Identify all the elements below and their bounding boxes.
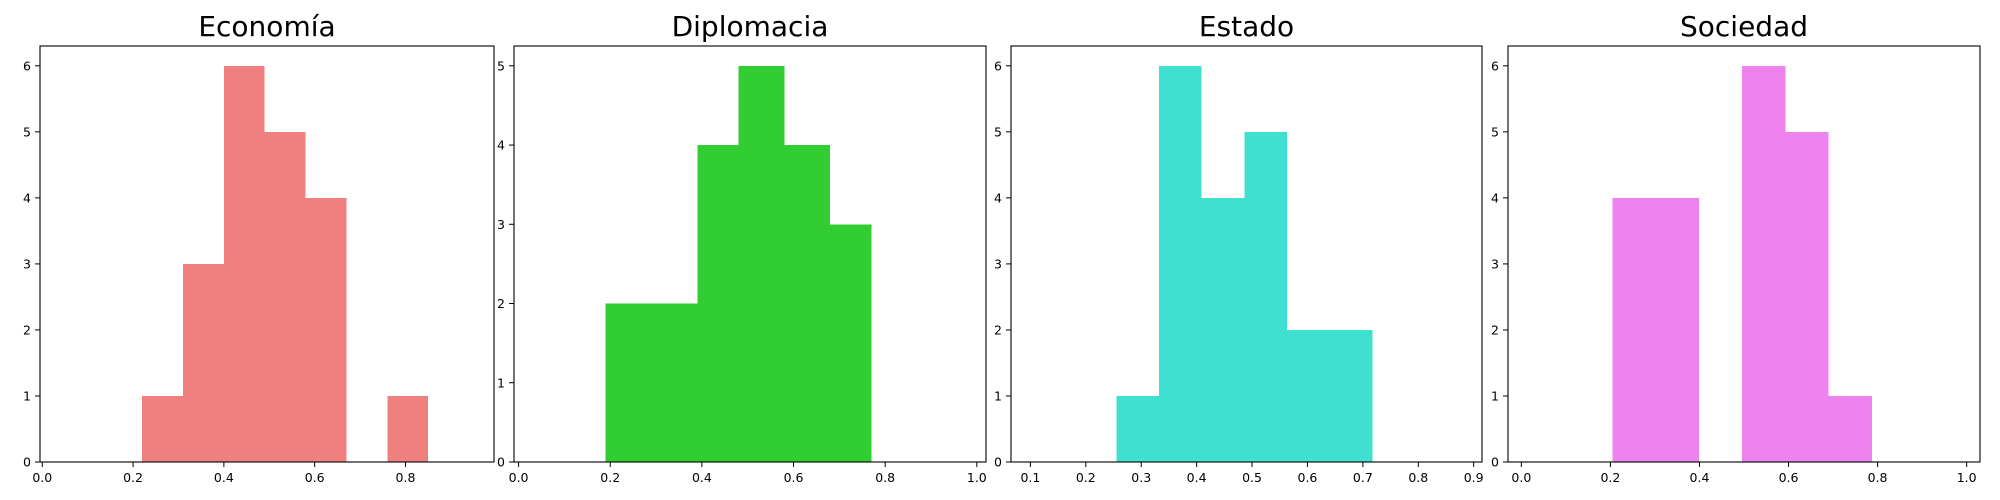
y-tick-label: 2 [497,296,505,311]
x-tick-label: 0.9 [1464,470,1484,485]
y-tick-label: 4 [994,190,1002,205]
y-tick-label: 2 [994,322,1002,337]
histogram-bar [1828,395,1872,462]
y-tick-label: 5 [1491,124,1499,139]
y-tick-label: 5 [994,124,1002,139]
x-tick-label: 0.4 [692,470,712,485]
histogram-bar [1158,65,1202,463]
histogram-bar [651,303,698,462]
histogram-bar [1612,197,1656,462]
y-tick-label: 6 [994,58,1002,73]
x-tick-label: 0.2 [1600,470,1620,485]
x-tick-label: 0.2 [123,470,143,485]
y-tick-label: 3 [994,256,1002,271]
y-tick-label: 3 [1491,256,1499,271]
x-tick-label: 0.6 [1779,470,1799,485]
x-tick-label: 0.6 [305,470,325,485]
x-tick-label: 0.4 [1690,470,1710,485]
panel-diplomacia: 0.0 0.2 0.4 0.6 0.8 1.0 0 1 2 3 4 5 Diplomacia [497,10,987,485]
y-tick-label: 3 [23,256,31,271]
x-tick-label: 0.2 [600,470,620,485]
plot-frame [513,45,987,463]
chart-title: Diplomacia [672,10,829,43]
x-tick-label: 0.8 [396,470,416,485]
plot-frame [1010,45,1483,463]
y-tick-label: 4 [497,138,505,153]
y-tick-label: 4 [23,190,31,205]
histogram-bar [1742,65,1786,463]
histogram-bar [1286,329,1330,462]
histogram-bar [1329,329,1373,462]
histogram-bar [264,131,306,463]
y-tick-label: 2 [23,322,31,337]
histogram-bar [1116,395,1159,462]
chart-title: Sociedad [1680,10,1808,43]
y-tick-label: 0 [994,455,1002,470]
x-tick-label: 0.4 [1187,470,1207,485]
x-tick-label: 0.0 [509,470,529,485]
histogram-bar [784,145,831,463]
x-tick-label: 0.3 [1131,470,1151,485]
plot-frame [1507,45,1981,463]
y-tick-label: 6 [23,58,31,73]
x-tick-label: 0.7 [1353,470,1373,485]
y-tick-label: 0 [23,455,31,470]
x-tick-label: 0.6 [784,470,804,485]
panel-economia: 0.0 0.2 0.4 0.6 0.8 0 1 2 3 4 5 6 Economía [23,10,495,485]
y-tick-label: 1 [497,375,505,390]
histogram-bar [223,65,265,463]
y-tick-label: 0 [497,455,505,470]
histogram-bar [738,65,785,463]
y-tick-label: 0 [1491,455,1499,470]
x-tick-label: 0.1 [1020,470,1040,485]
y-tick-label: 6 [1491,58,1499,73]
y-tick-label: 1 [994,388,1002,403]
y-tick-label: 2 [1491,322,1499,337]
histogram-bar [305,197,347,462]
x-tick-label: 1.0 [967,470,987,485]
y-tick-label: 3 [497,217,505,232]
panel-estado: 0.1 0.2 0.3 0.4 0.5 0.6 0.7 0.8 0.9 0 1 2 3 4 5 6 Estado [994,10,1484,485]
chart-title: Estado [1199,10,1294,43]
histogram-bar [183,263,224,462]
x-tick-label: 0.2 [1076,470,1096,485]
x-tick-label: 0.8 [1868,470,1888,485]
histogram-bar [697,145,739,463]
x-tick-label: 0.4 [214,470,234,485]
x-tick-label: 0.8 [875,470,895,485]
histogram-bar [1785,131,1829,463]
histogram-bar [605,303,652,462]
histogram-bar [1201,197,1245,462]
chart-title: Economía [198,10,335,43]
x-tick-label: 0.8 [1408,470,1428,485]
panel-sociedad: 0.0 0.2 0.4 0.6 0.8 1.0 0 1 2 3 4 5 6 Sociedad [1491,10,1981,485]
x-tick-label: 0.0 [32,470,52,485]
histogram-bar [1244,131,1287,463]
histogram-bar [142,395,184,462]
histogram-bar [387,395,429,462]
plot-frame [39,45,495,463]
y-tick-label: 1 [23,388,31,403]
histogram-bar [1655,197,1700,462]
y-tick-label: 5 [497,58,505,73]
y-tick-label: 1 [1491,388,1499,403]
y-tick-label: 4 [1491,190,1499,205]
x-tick-label: 0.5 [1242,470,1262,485]
x-tick-label: 1.0 [1957,470,1977,485]
x-tick-label: 0.6 [1298,470,1318,485]
x-tick-label: 0.0 [1511,470,1531,485]
histogram-bar [830,224,872,462]
y-tick-label: 5 [23,124,31,139]
